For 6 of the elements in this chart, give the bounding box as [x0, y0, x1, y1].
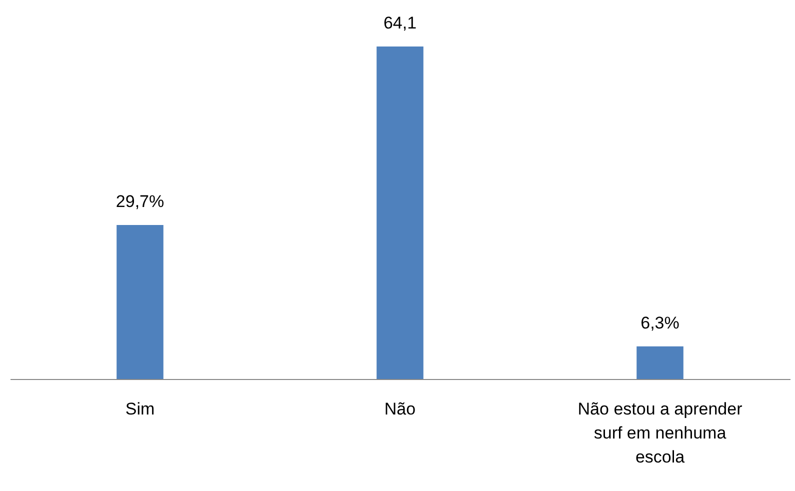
- x-tick-label: Não estou a aprender surf em nenhuma escola: [578, 400, 743, 466]
- data-label: 6,3%: [640, 313, 680, 332]
- x-tick-label: Não: [384, 400, 416, 418]
- x-tick-label: Sim: [125, 400, 155, 418]
- data-label: 64,1: [383, 14, 417, 33]
- data-label: 29,7%: [116, 192, 164, 211]
